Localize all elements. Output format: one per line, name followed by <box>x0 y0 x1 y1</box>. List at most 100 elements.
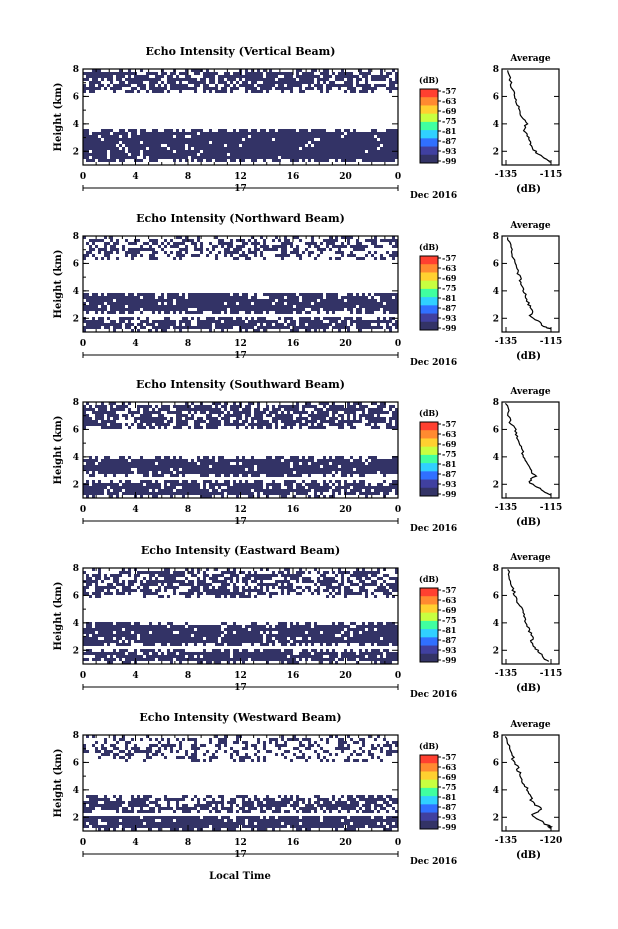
echo-cell <box>305 75 308 78</box>
echo-cell <box>158 459 161 462</box>
x-tick-label: 0 <box>80 505 86 515</box>
echo-cell <box>179 144 182 147</box>
echo-cell <box>191 156 194 159</box>
echo-cell <box>311 411 314 414</box>
echo-cell <box>248 486 251 489</box>
echo-cell <box>359 489 362 492</box>
echo-cell <box>284 239 287 242</box>
echo-cell <box>311 81 314 84</box>
echo-cell <box>245 296 248 299</box>
echo-cell <box>320 492 323 495</box>
echo-cell <box>89 456 92 459</box>
echo-cell <box>368 308 371 311</box>
echo-cell <box>218 138 221 141</box>
echo-cell <box>179 326 182 329</box>
echo-cell <box>116 150 119 153</box>
echo-cell <box>119 84 122 87</box>
echo-cell <box>281 417 284 420</box>
day-label: 17 <box>234 517 247 527</box>
echo-cell <box>296 84 299 87</box>
echo-cell <box>125 468 128 471</box>
echo-cell <box>275 468 278 471</box>
echo-cell <box>101 462 104 465</box>
echo-cell <box>92 658 95 661</box>
echo-cell <box>95 153 98 156</box>
echo-cell <box>344 245 347 248</box>
echo-cell <box>182 459 185 462</box>
echo-cell <box>245 308 248 311</box>
echo-cell <box>266 153 269 156</box>
echo-cell <box>263 153 266 156</box>
echo-cell <box>104 147 107 150</box>
echo-cell <box>131 257 134 260</box>
echo-cell <box>278 150 281 153</box>
echo-cell <box>338 257 341 260</box>
echo-cell <box>119 456 122 459</box>
echo-cell <box>311 236 314 239</box>
echo-cell <box>263 420 266 423</box>
echo-cell <box>284 129 287 132</box>
echo-cell <box>119 156 122 159</box>
echo-cell <box>341 423 344 426</box>
echo-cell <box>197 459 200 462</box>
echo-cell <box>272 78 275 81</box>
echo-cell <box>266 486 269 489</box>
echo-cell <box>269 78 272 81</box>
echo-cell <box>305 141 308 144</box>
echo-cell <box>254 296 257 299</box>
echo-cell <box>176 308 179 311</box>
echo-cell <box>350 132 353 135</box>
echo-cell <box>284 426 287 429</box>
echo-cell <box>266 81 269 84</box>
echo-cell <box>128 72 131 75</box>
x-tick-label: 0 <box>80 339 86 349</box>
echo-cell <box>155 135 158 138</box>
echo-cell <box>323 414 326 417</box>
echo-cell <box>317 159 320 162</box>
echo-cell <box>284 132 287 135</box>
echo-cell <box>377 323 380 326</box>
echo-cell <box>368 417 371 420</box>
echo-cell <box>374 293 377 296</box>
echo-cell <box>287 317 290 320</box>
echo-cell <box>197 248 200 251</box>
echo-cell <box>368 414 371 417</box>
echo-cell <box>251 75 254 78</box>
echo-cell <box>287 156 290 159</box>
echo-cell <box>116 302 119 305</box>
echo-cell <box>206 480 209 483</box>
echo-cell <box>272 293 275 296</box>
echo-cell <box>383 489 386 492</box>
echo-cell <box>269 320 272 323</box>
echo-cell <box>392 159 395 162</box>
echo-cell <box>269 483 272 486</box>
echo-cell <box>242 423 245 426</box>
echo-cell <box>230 486 233 489</box>
echo-cell <box>359 141 362 144</box>
echo-cell <box>161 323 164 326</box>
echo-cell <box>245 242 248 245</box>
echo-cell <box>197 84 200 87</box>
colorbar-swatch <box>420 113 438 123</box>
echo-cell <box>188 147 191 150</box>
echo-cell <box>329 417 332 420</box>
echo-cell <box>182 308 185 311</box>
echo-cell <box>389 242 392 245</box>
echo-cell <box>260 486 263 489</box>
echo-cell <box>284 468 287 471</box>
echo-cell <box>329 302 332 305</box>
echo-cell <box>152 242 155 245</box>
echo-cell <box>95 628 98 631</box>
echo-cell <box>392 156 395 159</box>
echo-cell <box>284 305 287 308</box>
echo-cell <box>269 138 272 141</box>
echo-cell <box>356 408 359 411</box>
echo-cell <box>119 302 122 305</box>
echo-cell <box>170 239 173 242</box>
echo-cell <box>302 156 305 159</box>
echo-cell <box>242 153 245 156</box>
echo-cell <box>215 293 218 296</box>
echo-cell <box>113 417 116 420</box>
colorbar-swatch <box>420 297 438 306</box>
echo-cell <box>326 459 329 462</box>
